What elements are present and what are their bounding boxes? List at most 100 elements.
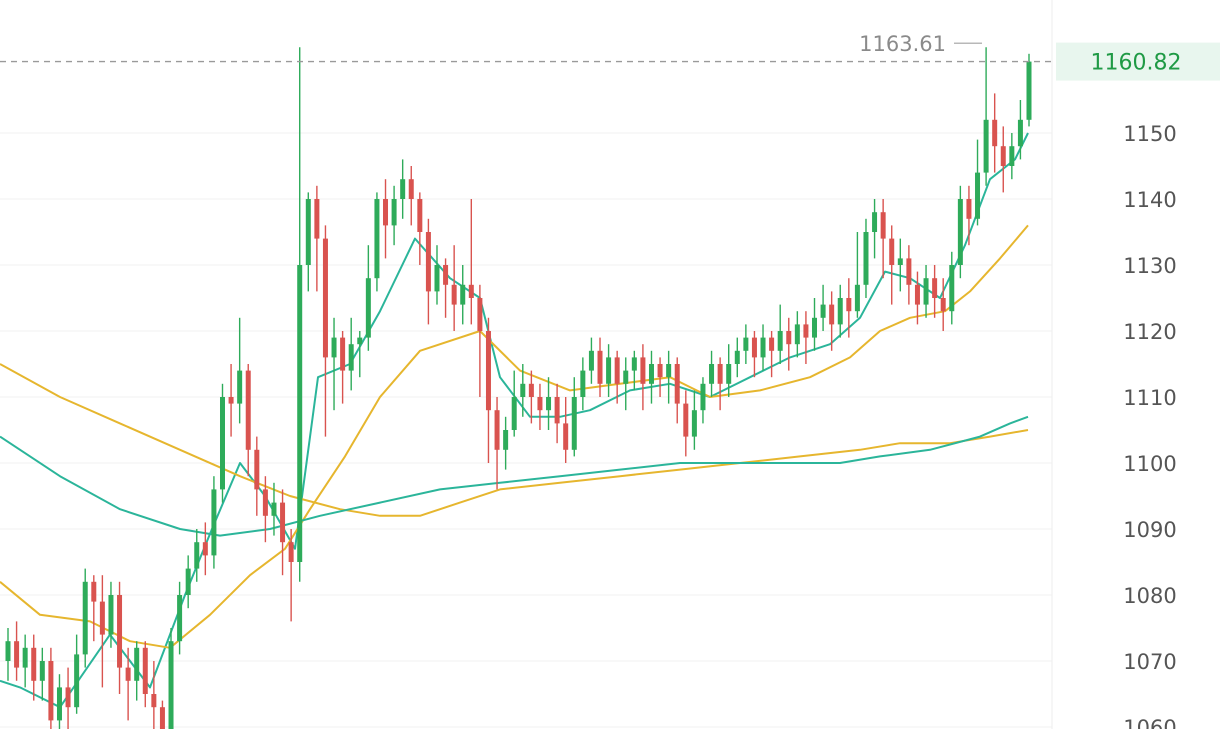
candle-body xyxy=(648,364,654,384)
candle-body xyxy=(374,199,380,279)
candle-body xyxy=(914,284,920,305)
y-tick-label: 1110 xyxy=(1123,386,1176,410)
candle xyxy=(949,251,955,325)
candle xyxy=(734,337,740,378)
candle xyxy=(271,482,277,536)
candle-body xyxy=(288,542,294,562)
candle xyxy=(417,192,423,265)
candle-body xyxy=(348,344,354,371)
candle xyxy=(537,383,543,430)
candle-body xyxy=(400,179,406,199)
candle-body xyxy=(142,647,148,694)
candle-body xyxy=(219,397,225,490)
candle-body xyxy=(228,397,234,404)
candle xyxy=(211,476,217,569)
candle xyxy=(837,284,843,338)
candle-body xyxy=(1026,61,1032,120)
candle xyxy=(957,185,963,279)
candle xyxy=(709,350,715,397)
candle-body xyxy=(786,331,792,345)
candle-body xyxy=(91,581,97,602)
candle xyxy=(108,581,114,648)
candle-body xyxy=(5,641,11,661)
candle xyxy=(700,377,706,424)
candle xyxy=(546,377,552,430)
candle-body xyxy=(14,641,20,668)
candle-body xyxy=(99,601,105,635)
candle xyxy=(786,317,792,371)
candle-body xyxy=(709,364,715,384)
candle xyxy=(425,218,431,325)
candle-body xyxy=(837,298,843,325)
candle xyxy=(606,344,612,397)
candle xyxy=(563,397,569,463)
candle-body xyxy=(726,364,732,384)
candle-body xyxy=(863,232,869,285)
candle xyxy=(760,324,766,371)
candle xyxy=(142,641,148,708)
candle-body xyxy=(966,199,972,219)
candle-body xyxy=(125,667,131,681)
candle-body xyxy=(65,687,71,708)
candle xyxy=(408,166,414,226)
candle xyxy=(743,324,749,364)
candle-body xyxy=(623,370,629,384)
candle xyxy=(511,370,517,437)
candle-body xyxy=(520,383,526,397)
candle-body xyxy=(365,278,371,338)
candlesticks xyxy=(5,47,1032,729)
candle-body xyxy=(56,687,62,721)
candle-body xyxy=(262,489,268,516)
candle-body xyxy=(134,647,140,681)
candle-body xyxy=(923,278,929,305)
candle-body xyxy=(168,641,174,729)
candle-body xyxy=(485,331,491,411)
candle-body xyxy=(503,430,509,450)
candle-body xyxy=(734,350,740,364)
candle-body xyxy=(691,410,697,437)
candle-body xyxy=(383,199,389,226)
candle xyxy=(666,350,672,404)
candle xyxy=(391,185,397,246)
candle-body xyxy=(829,304,835,325)
candle-body xyxy=(546,397,552,411)
candle-body xyxy=(597,350,603,384)
candle xyxy=(640,344,646,411)
candle xyxy=(863,218,869,298)
y-tick-label: 1090 xyxy=(1123,518,1176,542)
candle xyxy=(932,265,938,318)
candle xyxy=(151,661,157,729)
y-tick-label: 1070 xyxy=(1123,650,1176,674)
candle-body xyxy=(528,383,534,397)
y-tick-label: 1100 xyxy=(1123,452,1176,476)
candle-body xyxy=(949,265,955,312)
candle-body xyxy=(48,661,54,721)
candle-body xyxy=(1017,119,1023,147)
candle-body xyxy=(872,212,878,232)
candle xyxy=(683,390,689,457)
candle xyxy=(503,416,509,470)
candle-body xyxy=(305,199,311,265)
candle xyxy=(571,377,577,457)
candle-body xyxy=(743,337,749,351)
candle-body xyxy=(717,364,723,384)
candle-body xyxy=(117,595,123,668)
candle xyxy=(5,628,11,681)
candle xyxy=(228,364,234,437)
candle xyxy=(897,238,903,292)
candle-body xyxy=(194,542,200,569)
candle xyxy=(580,357,586,411)
candle xyxy=(31,634,37,701)
candle-body xyxy=(1009,146,1015,166)
candle xyxy=(923,265,929,318)
candle xyxy=(751,331,757,378)
candle-body xyxy=(674,364,680,404)
candle xyxy=(357,331,363,378)
candle xyxy=(177,581,183,655)
candle xyxy=(1000,126,1006,193)
candle-body xyxy=(177,595,183,642)
candle xyxy=(74,634,80,714)
candle xyxy=(889,225,895,305)
candle xyxy=(314,185,320,292)
candle-body xyxy=(932,278,938,298)
